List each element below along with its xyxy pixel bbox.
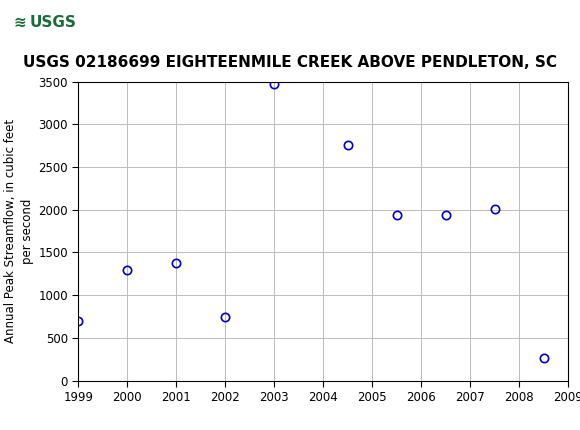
Text: USGS 02186699 EIGHTEENMILE CREEK ABOVE PENDLETON, SC: USGS 02186699 EIGHTEENMILE CREEK ABOVE P… (23, 55, 557, 70)
FancyBboxPatch shape (5, 2, 71, 42)
Text: ≋: ≋ (13, 15, 26, 30)
Y-axis label: Annual Peak Streamflow, in cubic feet
per second: Annual Peak Streamflow, in cubic feet pe… (4, 119, 34, 343)
Text: USGS: USGS (29, 15, 76, 30)
